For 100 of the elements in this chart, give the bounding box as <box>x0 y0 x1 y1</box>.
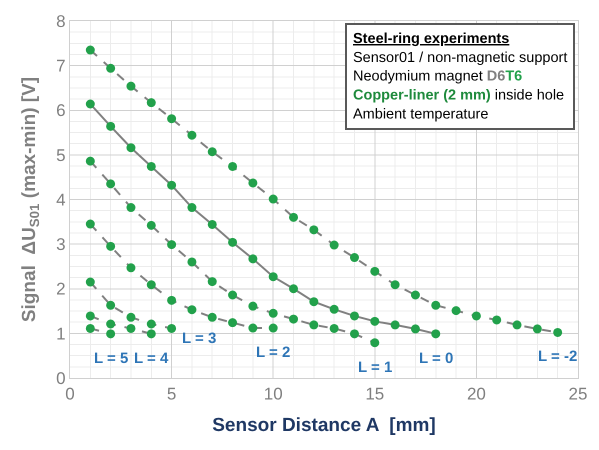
point <box>268 324 278 333</box>
point <box>167 324 176 333</box>
point <box>289 314 298 324</box>
annotation: Neodymium magnet D6T6 <box>353 68 522 85</box>
point <box>86 324 95 333</box>
series-label: L = 1 <box>358 359 392 376</box>
point <box>410 324 420 334</box>
series-label: L = 3 <box>182 330 216 347</box>
series-label: L = 2 <box>256 344 290 361</box>
point <box>268 194 278 204</box>
point <box>228 162 238 171</box>
y-tick-label: 1 <box>56 324 66 344</box>
point <box>431 329 440 338</box>
point <box>208 147 217 156</box>
point <box>146 220 156 230</box>
point <box>167 180 176 190</box>
point <box>86 311 95 320</box>
point <box>431 300 440 310</box>
x-tick-label: 15 <box>365 384 384 404</box>
point <box>106 329 116 338</box>
point <box>228 290 238 300</box>
point <box>268 308 278 318</box>
x-tick-label: 5 <box>166 384 176 404</box>
point <box>309 225 318 234</box>
x-axis-title: Sensor Distance A [mm] <box>212 415 436 436</box>
point <box>228 238 238 247</box>
point <box>370 266 380 276</box>
point <box>228 318 238 328</box>
series-label: L = 5 <box>94 350 128 367</box>
point <box>330 240 339 250</box>
point <box>410 290 420 300</box>
point <box>330 324 339 333</box>
point <box>208 312 217 322</box>
point <box>126 203 136 212</box>
point <box>289 212 298 222</box>
point <box>248 254 258 264</box>
point <box>390 280 400 290</box>
y-tick-label: 4 <box>56 190 66 210</box>
point <box>106 179 116 188</box>
point <box>167 296 176 305</box>
point <box>309 297 318 306</box>
y-tick-label: 5 <box>56 146 66 165</box>
point <box>86 156 95 166</box>
point <box>146 280 156 290</box>
annotation: Steel-ring experiments <box>353 31 510 47</box>
point <box>268 272 278 282</box>
point <box>390 320 400 330</box>
annotation: Sensor01 / non-magnetic support <box>353 50 568 66</box>
x-tick-label: 10 <box>264 384 283 404</box>
point <box>208 220 217 229</box>
point <box>370 338 380 348</box>
y-tick-label: 8 <box>56 12 66 31</box>
point <box>106 300 116 310</box>
point <box>532 324 542 334</box>
point <box>167 240 176 250</box>
point <box>126 324 136 333</box>
x-tick-label: 25 <box>568 384 588 404</box>
point <box>86 220 95 229</box>
point <box>106 64 116 73</box>
series-label: L = 4 <box>134 350 169 367</box>
annotation: Copper-liner (2 mm) inside hole <box>353 88 564 104</box>
point <box>472 311 481 320</box>
point <box>146 329 156 338</box>
point <box>370 316 380 326</box>
y-tick-label: 7 <box>56 56 66 76</box>
y-tick-label: 0 <box>56 368 66 388</box>
point <box>126 312 136 322</box>
point <box>553 328 562 337</box>
point <box>167 114 176 124</box>
point <box>187 203 196 212</box>
annotation: Ambient temperature <box>353 106 488 122</box>
point <box>86 100 95 108</box>
point <box>187 130 196 140</box>
point <box>208 277 217 286</box>
point <box>126 263 136 272</box>
x-tick-label: 20 <box>466 384 486 404</box>
point <box>187 257 196 266</box>
point <box>350 329 359 338</box>
y-tick-label: 2 <box>56 280 66 299</box>
point <box>106 122 116 131</box>
point <box>86 46 95 55</box>
y-tick-label: 6 <box>56 101 66 120</box>
point <box>146 162 156 171</box>
point <box>146 98 156 108</box>
point <box>248 302 258 311</box>
point <box>106 242 116 251</box>
point <box>512 320 522 330</box>
point <box>350 311 359 320</box>
point <box>106 320 116 328</box>
point <box>248 178 258 188</box>
point <box>452 306 461 316</box>
point <box>492 315 502 324</box>
y-tick-label: 3 <box>56 235 66 254</box>
point <box>289 284 298 294</box>
point <box>146 320 156 328</box>
point <box>126 82 136 91</box>
series-label: L = 0 <box>419 350 454 367</box>
point <box>309 320 318 330</box>
point <box>187 305 196 314</box>
point <box>86 278 95 287</box>
